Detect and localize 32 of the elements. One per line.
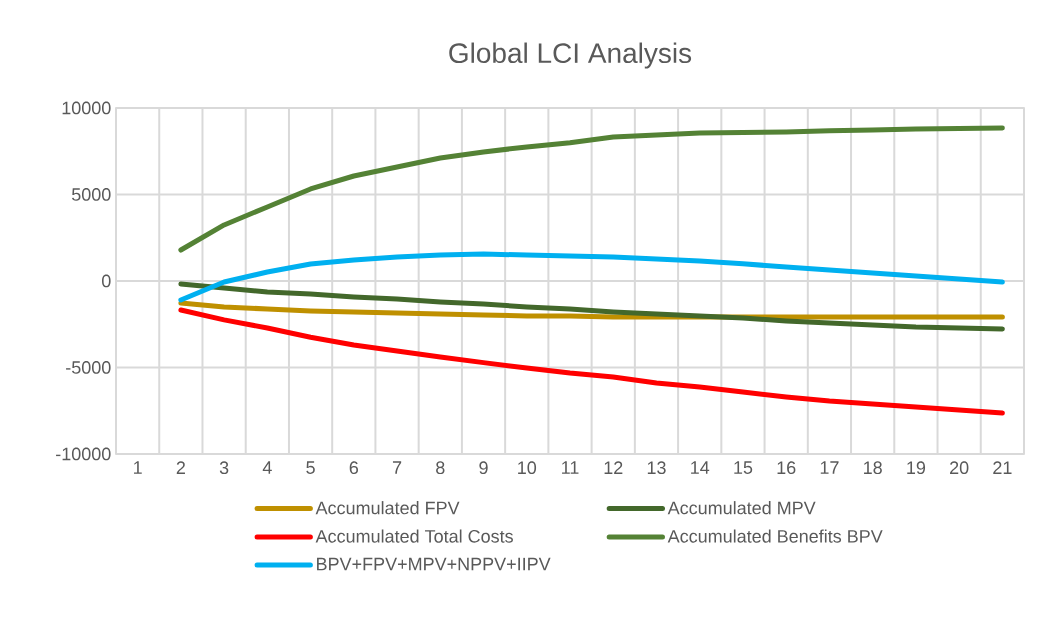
x-tick-label: 11 [562,461,579,474]
legend-label: Accumulated Total Costs [315,529,513,543]
x-tick-label: 5 [306,461,315,474]
x-tick-label: 7 [392,461,402,474]
x-tick-label: 18 [864,461,882,475]
x-tick-label: 9 [479,461,488,475]
x-tick-label: 8 [436,461,445,475]
x-tick-label: 20 [950,461,969,475]
x-tick-label: 4 [262,461,272,474]
legend-label: BPV+FPV+MPV+NPPV+IIPV [317,557,551,571]
x-tick-label: 21 [993,461,1012,474]
x-tick-label: 15 [734,461,753,474]
x-tick-label: 19 [907,461,926,475]
y-tick-label: 5000 [71,188,111,201]
legend-label: Accumulated FPV [315,501,460,515]
x-tick-label: 13 [647,461,666,475]
legend-label: Accumulated MPV [667,501,816,515]
chart-title: Global LCI Analysis [449,42,692,69]
x-tick-label: 3 [219,461,229,475]
y-tick-label: -10000 [56,447,111,461]
legend-label: Accumulated Benefits BPV [667,529,883,543]
x-tick-label: 1 [134,461,142,474]
y-tick-label: 0 [102,274,111,288]
x-tick-label: 14 [691,461,710,474]
x-tick-label: 2 [176,461,185,474]
y-tick-label: 10000 [62,101,111,115]
y-tick-label: -5000 [66,361,111,374]
x-tick-label: 16 [777,461,796,475]
x-tick-label: 12 [604,461,623,474]
x-tick-label: 6 [349,461,359,475]
x-tick-label: 17 [820,461,839,474]
x-tick-label: 10 [518,461,537,475]
